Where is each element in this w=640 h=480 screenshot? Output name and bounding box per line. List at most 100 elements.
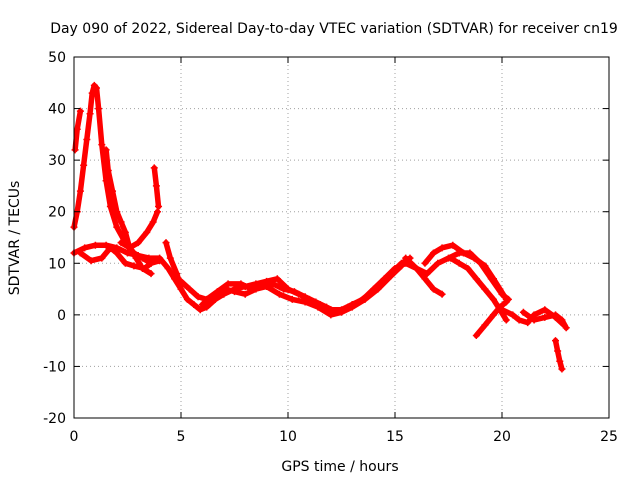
x-tick-label: 15 xyxy=(386,429,404,445)
series-arc-12 xyxy=(422,242,510,303)
data-point xyxy=(95,105,103,113)
data-point xyxy=(438,290,446,298)
data-point xyxy=(71,146,79,154)
data-point xyxy=(198,301,206,309)
x-tick-label: 20 xyxy=(493,429,511,445)
data-point xyxy=(211,293,219,301)
data-point xyxy=(106,244,114,252)
data-point xyxy=(162,239,170,247)
data-point xyxy=(130,262,138,270)
data-point xyxy=(455,259,463,267)
data-point xyxy=(552,337,559,345)
series-arc-3 xyxy=(103,147,154,277)
x-tick-label: 5 xyxy=(177,429,186,445)
data-point xyxy=(106,203,114,211)
data-point xyxy=(470,254,478,262)
data-point xyxy=(98,254,106,262)
data-point xyxy=(434,259,442,267)
data-point xyxy=(164,264,172,272)
data-point xyxy=(252,285,260,293)
series-arc-17-markers xyxy=(552,337,566,373)
data-point xyxy=(196,306,204,314)
y-tick-label: 50 xyxy=(48,50,66,66)
x-tick-label: 10 xyxy=(279,429,297,445)
plot-frame xyxy=(73,56,610,419)
data-point xyxy=(113,249,121,257)
data-point xyxy=(152,182,160,190)
data-point xyxy=(88,89,96,97)
data-point xyxy=(430,249,438,257)
data-point xyxy=(156,254,164,262)
data-point xyxy=(173,270,181,278)
data-series xyxy=(70,81,570,373)
data-point xyxy=(489,295,497,303)
data-point xyxy=(552,311,559,319)
series-arc-8-markers xyxy=(162,239,185,290)
data-point xyxy=(290,288,298,296)
data-point xyxy=(166,254,174,262)
data-point xyxy=(338,308,345,316)
data-point xyxy=(447,254,455,262)
data-point xyxy=(104,166,112,174)
data-point xyxy=(402,254,410,262)
data-point xyxy=(153,208,161,216)
data-point xyxy=(263,282,271,290)
series-arc-16-markers xyxy=(519,308,570,332)
data-point xyxy=(430,285,438,293)
data-point xyxy=(92,84,100,92)
data-point xyxy=(472,331,480,339)
data-point xyxy=(134,252,142,260)
data-point xyxy=(121,228,129,236)
data-point xyxy=(224,280,232,288)
data-point xyxy=(121,259,129,267)
data-point xyxy=(145,254,153,262)
axis-ticks: 0 5 10 15 20 25 -20 -10 0 10 20 30 40 50 xyxy=(43,50,618,445)
data-point xyxy=(124,249,131,257)
x-tick-label: 0 xyxy=(70,429,79,445)
data-point xyxy=(190,301,198,309)
data-point xyxy=(113,223,121,231)
data-point xyxy=(134,239,142,247)
data-point xyxy=(519,308,527,316)
data-point xyxy=(374,285,382,293)
data-point xyxy=(541,306,549,314)
data-point xyxy=(143,228,151,236)
data-point xyxy=(126,244,134,252)
data-point xyxy=(186,285,194,293)
data-point xyxy=(562,324,570,332)
data-point xyxy=(541,313,549,321)
y-axis-label: SDTVAR / TECUs xyxy=(7,181,23,296)
data-point xyxy=(280,285,288,293)
data-point xyxy=(464,264,472,272)
data-point xyxy=(149,218,157,226)
data-point xyxy=(449,241,457,249)
data-point xyxy=(481,285,489,293)
y-tick-label: -20 xyxy=(43,411,66,427)
data-point xyxy=(489,275,497,283)
data-point xyxy=(496,285,504,293)
data-point xyxy=(117,239,125,247)
data-point xyxy=(177,277,185,285)
data-point xyxy=(194,293,202,301)
y-tick-label: 20 xyxy=(48,205,66,221)
data-point xyxy=(81,244,89,252)
data-point xyxy=(113,208,121,216)
data-point xyxy=(421,259,429,267)
data-point xyxy=(237,280,245,288)
data-point xyxy=(556,357,564,365)
series-arc-5-markers xyxy=(76,244,155,272)
data-point xyxy=(481,321,489,329)
series-arc-1-markers xyxy=(71,107,84,154)
y-tick-label: 10 xyxy=(48,256,66,272)
data-point xyxy=(361,295,369,303)
data-point xyxy=(183,295,191,303)
data-point xyxy=(147,270,155,278)
data-point xyxy=(76,107,84,115)
data-point xyxy=(515,316,523,324)
series-arc-11-markers xyxy=(402,254,446,298)
data-point xyxy=(222,285,230,293)
x-tick-label: 25 xyxy=(600,429,618,445)
series-arc-9 xyxy=(178,255,413,316)
data-point xyxy=(489,311,497,319)
